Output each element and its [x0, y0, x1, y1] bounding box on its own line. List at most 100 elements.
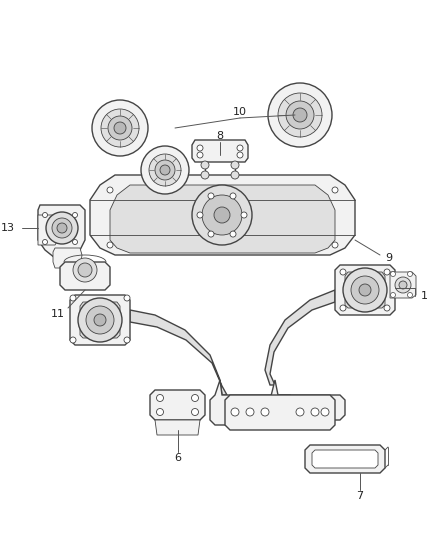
- Circle shape: [384, 305, 390, 311]
- Circle shape: [86, 306, 114, 334]
- Circle shape: [52, 218, 72, 238]
- Circle shape: [343, 268, 387, 312]
- Circle shape: [407, 293, 413, 297]
- Circle shape: [124, 337, 130, 343]
- Circle shape: [197, 145, 203, 151]
- Circle shape: [78, 263, 92, 277]
- Circle shape: [101, 109, 139, 147]
- Circle shape: [286, 101, 314, 129]
- Text: 10: 10: [233, 107, 247, 117]
- Circle shape: [191, 394, 198, 401]
- Polygon shape: [60, 262, 110, 290]
- Circle shape: [191, 408, 198, 416]
- Circle shape: [384, 269, 390, 275]
- Polygon shape: [38, 215, 58, 245]
- Polygon shape: [335, 265, 395, 315]
- Polygon shape: [110, 185, 335, 253]
- Circle shape: [407, 271, 413, 277]
- Circle shape: [156, 394, 163, 401]
- Polygon shape: [53, 248, 82, 268]
- Circle shape: [141, 146, 189, 194]
- Circle shape: [237, 152, 243, 158]
- Circle shape: [293, 108, 307, 122]
- Circle shape: [57, 223, 67, 233]
- Circle shape: [114, 122, 126, 134]
- Circle shape: [73, 213, 78, 217]
- Circle shape: [46, 212, 78, 244]
- Text: 9: 9: [385, 253, 392, 263]
- Polygon shape: [80, 302, 120, 338]
- Circle shape: [70, 337, 76, 343]
- Circle shape: [261, 408, 269, 416]
- Polygon shape: [70, 295, 130, 345]
- Circle shape: [108, 116, 132, 140]
- Polygon shape: [305, 445, 385, 473]
- Circle shape: [42, 239, 47, 245]
- Circle shape: [197, 212, 203, 218]
- Circle shape: [208, 193, 214, 199]
- Text: 13: 13: [1, 223, 15, 233]
- Text: 11: 11: [51, 309, 65, 319]
- Polygon shape: [150, 390, 205, 420]
- Polygon shape: [192, 140, 248, 162]
- Circle shape: [230, 231, 236, 237]
- Circle shape: [201, 161, 209, 169]
- Text: 7: 7: [357, 491, 364, 501]
- Polygon shape: [130, 310, 227, 395]
- Circle shape: [296, 408, 304, 416]
- Polygon shape: [270, 380, 345, 420]
- Polygon shape: [345, 272, 385, 308]
- Circle shape: [311, 408, 319, 416]
- Circle shape: [332, 242, 338, 248]
- Circle shape: [237, 145, 243, 151]
- Circle shape: [156, 408, 163, 416]
- Circle shape: [160, 165, 170, 175]
- Circle shape: [231, 161, 239, 169]
- Polygon shape: [390, 272, 416, 298]
- Circle shape: [359, 284, 371, 296]
- Circle shape: [73, 258, 97, 282]
- Circle shape: [107, 187, 113, 193]
- Circle shape: [230, 193, 236, 199]
- Circle shape: [202, 195, 242, 235]
- Circle shape: [70, 295, 76, 301]
- Circle shape: [351, 276, 379, 304]
- Circle shape: [214, 207, 230, 223]
- Text: 1: 1: [421, 291, 428, 301]
- Circle shape: [399, 281, 407, 289]
- Circle shape: [241, 212, 247, 218]
- Circle shape: [73, 239, 78, 245]
- Circle shape: [192, 185, 252, 245]
- Circle shape: [391, 293, 396, 297]
- Circle shape: [340, 269, 346, 275]
- Circle shape: [231, 171, 239, 179]
- Circle shape: [78, 298, 122, 342]
- Circle shape: [246, 408, 254, 416]
- Circle shape: [391, 271, 396, 277]
- Circle shape: [231, 408, 239, 416]
- Polygon shape: [265, 290, 335, 385]
- Circle shape: [340, 305, 346, 311]
- Polygon shape: [312, 450, 378, 468]
- Polygon shape: [90, 175, 355, 255]
- Circle shape: [92, 100, 148, 156]
- Circle shape: [155, 160, 175, 180]
- Circle shape: [201, 171, 209, 179]
- Circle shape: [278, 93, 322, 137]
- Circle shape: [42, 213, 47, 217]
- Circle shape: [107, 242, 113, 248]
- Polygon shape: [225, 395, 335, 430]
- Circle shape: [321, 408, 329, 416]
- Polygon shape: [38, 205, 85, 258]
- Text: 8: 8: [216, 131, 223, 141]
- Circle shape: [208, 231, 214, 237]
- Circle shape: [268, 83, 332, 147]
- Circle shape: [395, 277, 411, 293]
- Circle shape: [149, 154, 181, 186]
- Circle shape: [197, 152, 203, 158]
- Polygon shape: [155, 420, 200, 435]
- Circle shape: [332, 187, 338, 193]
- Circle shape: [124, 295, 130, 301]
- Polygon shape: [210, 380, 295, 425]
- Text: 6: 6: [174, 453, 181, 463]
